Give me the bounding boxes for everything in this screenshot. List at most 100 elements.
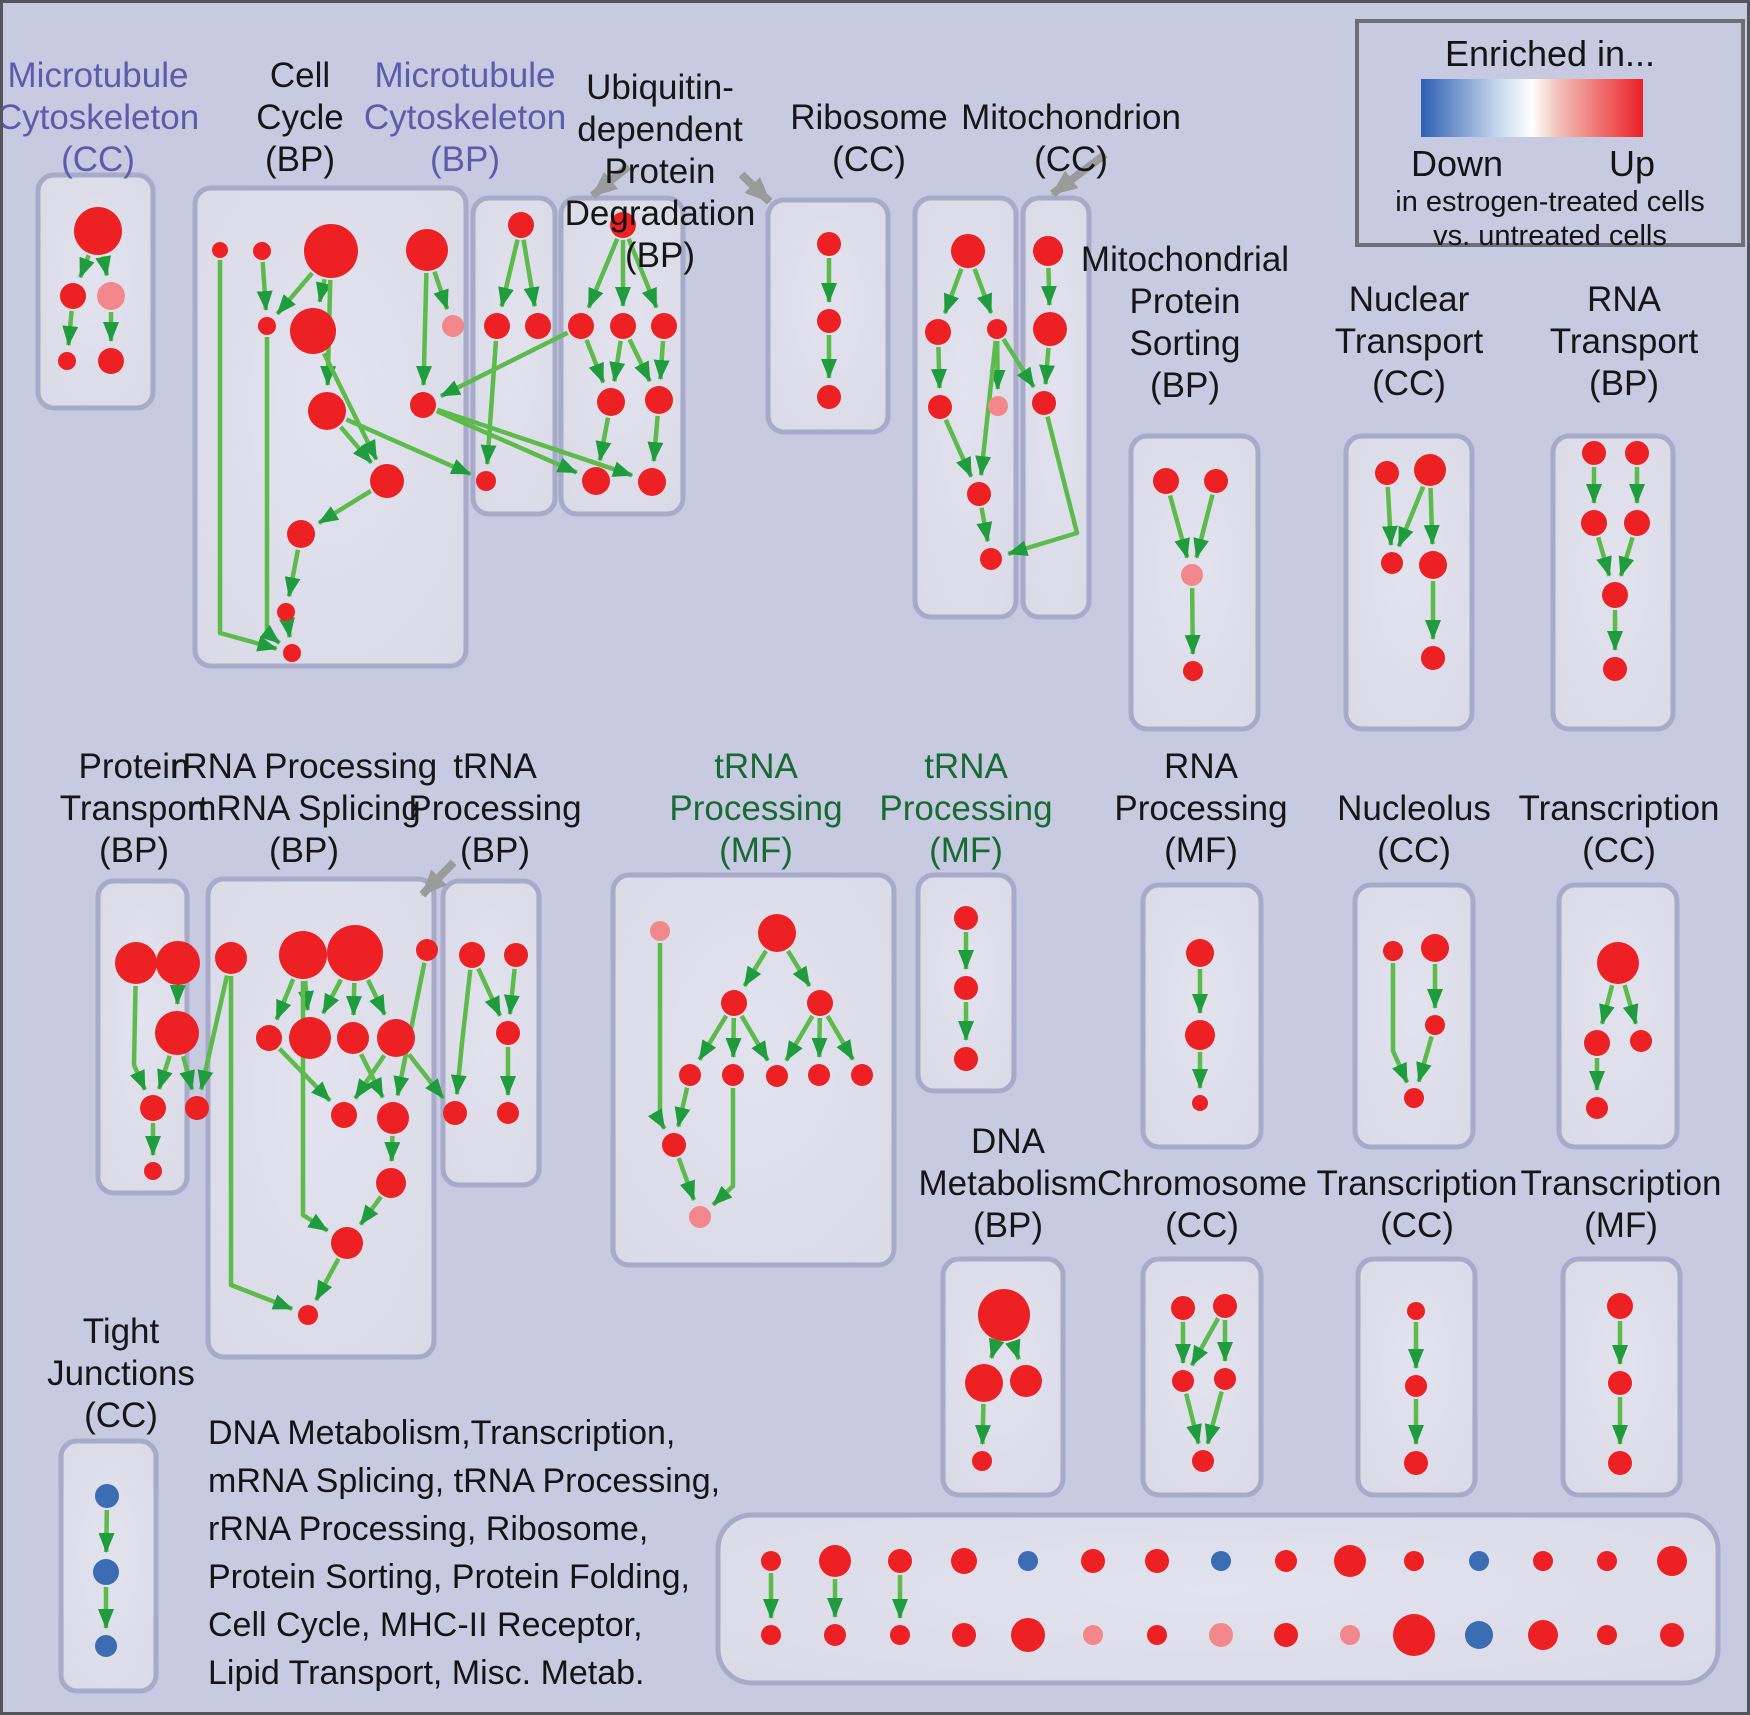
go-term-node-red bbox=[279, 931, 327, 979]
legend-gradient-bar bbox=[1421, 79, 1643, 137]
group-label-tight-junctions-cc: (CC) bbox=[84, 1396, 158, 1435]
group-label-ubiquitin-dependent-protein-degradation-bp: Ubiquitin- bbox=[586, 68, 734, 107]
group-label-chromosome-cc: Chromosome bbox=[1097, 1164, 1307, 1203]
edge-arrow bbox=[259, 337, 281, 645]
go-term-node-red bbox=[370, 464, 404, 498]
group-label-nuclear-transport-cc: Transport bbox=[1335, 322, 1484, 361]
go-term-node-red bbox=[253, 242, 271, 260]
legend-up-label: Up bbox=[1608, 143, 1655, 184]
group-label-transcription-mf: Transcription bbox=[1521, 1164, 1722, 1203]
go-term-node-red bbox=[1081, 1549, 1105, 1573]
group-label-rna-transport-bp: (BP) bbox=[1589, 364, 1659, 403]
edge-arrow bbox=[1204, 1390, 1224, 1445]
go-term-node-red bbox=[1204, 469, 1228, 493]
go-term-node-red bbox=[1586, 1097, 1608, 1119]
go-term-node-red bbox=[851, 1064, 873, 1086]
edge-arrow bbox=[384, 1135, 401, 1163]
go-term-node-red bbox=[1192, 1450, 1214, 1472]
go-term-node-blue bbox=[1469, 1551, 1489, 1571]
group-label-transcription-cc-upper: Transcription bbox=[1519, 789, 1720, 828]
legend-caption: in estrogen-treated cells vs. untreated … bbox=[1359, 185, 1741, 253]
go-term-node-red bbox=[1533, 1551, 1553, 1571]
go-term-node-red bbox=[1186, 939, 1214, 967]
edge-arrow bbox=[521, 239, 540, 308]
go-term-node-blue bbox=[93, 1559, 119, 1585]
go-term-node-red bbox=[721, 990, 747, 1016]
go-term-node-red bbox=[1602, 582, 1628, 608]
go-term-node-red bbox=[256, 1025, 282, 1051]
group-label-rna-transport-bp: RNA bbox=[1587, 280, 1662, 319]
go-term-node-red bbox=[1334, 1545, 1366, 1577]
group-box-trna-processing-bp bbox=[440, 878, 542, 1188]
go-term-node-red bbox=[951, 234, 985, 268]
group-label-dna-metabolism-bp: (BP) bbox=[973, 1206, 1043, 1245]
edge-arrow bbox=[1599, 984, 1615, 1025]
edge-arrow bbox=[1596, 536, 1612, 577]
legend-caption-line1: in estrogen-treated cells bbox=[1395, 186, 1705, 218]
edge-arrow bbox=[627, 338, 652, 383]
group-label-transcription-cc-lower: Transcription bbox=[1317, 1164, 1518, 1203]
edge-arrow bbox=[345, 982, 362, 1017]
edge-arrow bbox=[1005, 1338, 1021, 1361]
go-term-node-red bbox=[416, 939, 438, 961]
group-box-shared-terms-box bbox=[715, 1512, 1721, 1686]
go-term-node-red bbox=[1214, 1368, 1236, 1390]
edge-arrow bbox=[503, 968, 520, 1016]
go-term-node-red bbox=[308, 392, 346, 430]
group-label-microtubule-cytoskeleton-cc: (CC) bbox=[61, 140, 135, 179]
group-label-microtubule-cytoskeleton-bp: (BP) bbox=[430, 140, 500, 179]
group-label-protein-transport-bp: Transport bbox=[60, 789, 209, 828]
go-term-node-red bbox=[638, 468, 666, 496]
edge-arrow bbox=[974, 1403, 991, 1446]
go-term-node-red bbox=[1183, 661, 1203, 681]
group-label-trna-processing-mf-small: (MF) bbox=[929, 831, 1003, 870]
go-term-node-red bbox=[287, 520, 315, 548]
edge-arrow bbox=[315, 278, 332, 303]
edge-arrow bbox=[972, 268, 994, 315]
go-term-node-red bbox=[74, 207, 122, 255]
edge-arrow bbox=[647, 943, 667, 1130]
edge-arrow bbox=[825, 1014, 855, 1061]
go-term-node-red bbox=[331, 1102, 357, 1128]
group-label-cell-cycle-bp: Cell bbox=[270, 56, 330, 95]
go-term-node-red bbox=[1185, 1020, 1215, 1050]
go-term-node-red bbox=[1405, 1375, 1427, 1397]
group-label-dna-metabolism-bp: DNA bbox=[971, 1122, 1046, 1161]
note-line: rRNA Processing, Ribosome, bbox=[208, 1510, 649, 1548]
go-term-node-red bbox=[1581, 510, 1607, 536]
group-label-rrna-processing-mrna-splicing-bp: mRNA Splicing bbox=[187, 789, 420, 828]
go-term-node-red bbox=[1153, 468, 1179, 494]
go-term-node-red bbox=[1660, 1623, 1684, 1647]
go-term-node-red bbox=[376, 1168, 406, 1198]
group-label-microtubule-cytoskeleton-cc: Cytoskeleton bbox=[3, 98, 199, 137]
go-term-node-pink bbox=[97, 282, 125, 310]
go-term-node-red bbox=[1393, 1614, 1435, 1656]
group-label-ubiquitin-dependent-protein-degradation-bp: (BP) bbox=[625, 236, 695, 275]
group-label-transcription-mf: (MF) bbox=[1584, 1206, 1658, 1245]
go-term-node-red bbox=[954, 906, 978, 930]
edge-arrow bbox=[321, 978, 343, 1015]
edge-arrow bbox=[275, 271, 314, 316]
group-label-trna-processing-mf-large: Processing bbox=[669, 789, 842, 828]
group-label-trna-processing-bp: (BP) bbox=[460, 831, 530, 870]
edge-arrow bbox=[1396, 485, 1426, 548]
go-term-node-red bbox=[1274, 1623, 1298, 1647]
go-term-node-red bbox=[808, 1064, 830, 1086]
group-box-dna-metabolism-bp bbox=[940, 1256, 1066, 1498]
edge-arrow bbox=[95, 255, 112, 277]
edge-arrow bbox=[786, 949, 812, 988]
go-term-node-red bbox=[761, 1625, 781, 1645]
go-term-node-red bbox=[1145, 1549, 1169, 1573]
note-line: mRNA Splicing, tRNA Processing, bbox=[208, 1462, 721, 1500]
go-term-node-red bbox=[758, 914, 796, 952]
go-term-node-red bbox=[484, 313, 510, 339]
go-term-node-red bbox=[1657, 1546, 1687, 1576]
go-term-node-blue bbox=[95, 1635, 117, 1657]
go-term-node-red bbox=[1033, 312, 1067, 346]
group-label-chromosome-cc: (CC) bbox=[1165, 1206, 1239, 1245]
group-label-trna-processing-mf-large: (MF) bbox=[719, 831, 793, 870]
edge-arrow bbox=[1193, 494, 1215, 559]
edge-arrow bbox=[366, 979, 387, 1016]
edge-arrow bbox=[609, 340, 626, 383]
go-term-node-red bbox=[817, 232, 841, 256]
